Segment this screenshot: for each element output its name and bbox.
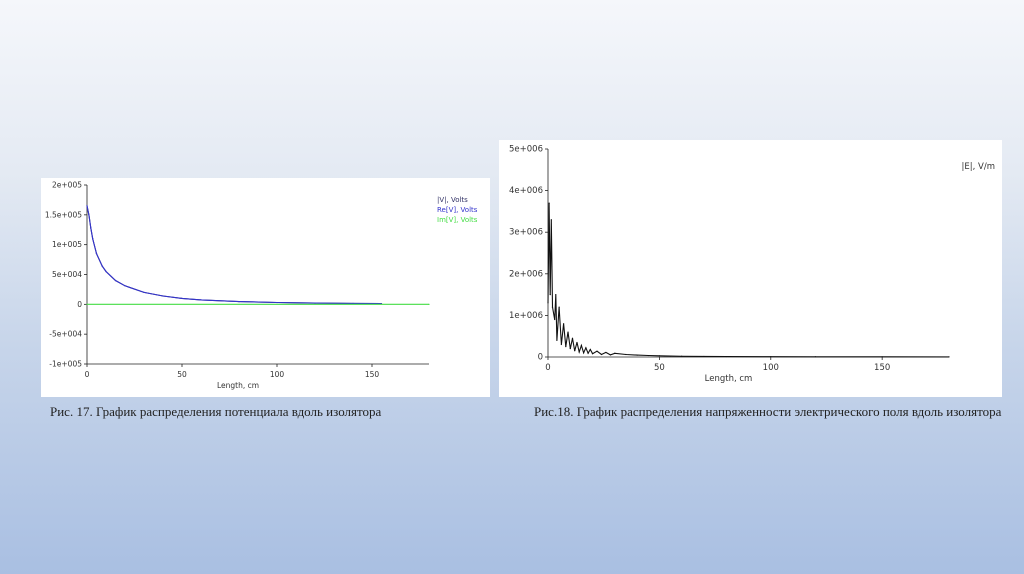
legend-entry-2: Re[V], Volts [437,206,478,214]
data-point [276,301,278,304]
series-line-1 [86,205,382,305]
y-tick-label: -5e+004 [49,330,82,339]
figure-17-caption: Рис. 17. График распределения потенциала… [50,404,382,419]
data-point [669,355,672,357]
data-point [881,356,883,358]
data-point [625,353,627,356]
data-point [95,253,98,255]
y-tick-label: 0 [77,300,82,309]
x-tick-label: 50 [177,370,187,379]
data-point [428,303,430,305]
x-tick-label: 50 [654,363,665,373]
x-tick-label: 0 [85,370,90,379]
figure-18-caption: Рис.18. График распределения напряженнос… [534,404,1002,419]
x-axis-label: Length, cm [217,381,259,390]
data-point [703,355,705,358]
legend-entry-1: |V|, Volts [437,196,468,204]
data-point [181,297,183,299]
data-point [124,285,126,287]
data-point [547,302,549,304]
data-point [352,302,354,305]
data-point [92,238,94,240]
data-point [86,303,88,305]
y-tick-label: 1e+006 [509,311,543,321]
data-point [574,350,576,352]
data-point [560,343,562,346]
data-point [562,323,565,325]
data-point [569,348,571,350]
potential-chart: 2e+005 1.5e+005 1e+005 5e+004 0 -5e+004 -1e+00… [45,181,478,391]
data-point [587,352,589,354]
data-point [605,351,607,354]
data-point [583,352,585,354]
y-tick-label: 3e+006 [509,228,543,238]
series-line-1 [547,203,950,358]
data-point [90,227,92,229]
data-point [555,294,557,296]
data-point [576,341,578,344]
y-tick-label: 0 [538,353,543,363]
data-point [948,356,950,358]
field-chart-panel: 5e+006 4e+006 3e+006 2e+006 1e+006 0 0 50 100 150… [499,140,1002,397]
field-chart: 5e+006 4e+006 3e+006 2e+006 1e+006 00 50 100 150… [509,145,995,385]
series-line-2 [86,205,382,305]
data-point [578,351,580,353]
data-point [636,354,638,356]
data-point [596,350,598,352]
data-point [725,355,727,358]
data-point [567,331,569,333]
x-tick-label: 0 [545,363,550,373]
data-point [571,337,574,339]
x-tick-label: 150 [365,370,380,379]
y-tick-label: 4e+006 [509,186,543,196]
x-axis-label: Length, cm [705,374,753,384]
data-point [549,294,551,296]
data-point [589,348,591,351]
data-point [580,344,583,346]
data-point [770,356,772,358]
data-point [585,347,587,349]
data-point [114,279,117,282]
data-point [162,295,164,297]
legend-entry-1: |E|, V/m [962,162,995,172]
data-point [814,356,816,358]
x-tick-label: 100 [270,370,285,379]
data-point [614,352,616,354]
data-point [548,202,550,204]
data-point [101,265,103,267]
data-point [200,299,202,301]
data-point [681,355,683,357]
data-point [88,214,90,216]
data-point [550,219,552,221]
y-tick-label: 5e+006 [509,145,543,155]
data-point [554,318,556,321]
data-point [86,205,88,207]
y-tick-label: 5e+004 [52,270,82,279]
data-point [105,270,107,273]
y-tick-label: 2e+006 [509,269,543,279]
y-tick-label: 1.5e+005 [45,210,82,219]
data-point [658,355,660,357]
data-point [565,346,567,348]
data-point [556,339,558,341]
legend-entry-3: Im[V], Volts [437,216,478,224]
y-tick-label: -1e+005 [49,360,82,369]
potential-chart-panel: 2e+005 1.5e+005 1e+005 5e+004 0 -5e+004 -1e+00… [41,178,490,397]
data-point [609,354,611,356]
data-point [591,353,594,355]
data-point [238,301,240,303]
data-point [600,353,603,356]
data-point [314,302,316,304]
data-point [551,306,554,308]
x-tick-label: 100 [763,363,779,373]
data-point [647,354,649,357]
data-point [558,306,560,308]
y-tick-label: 2e+005 [52,181,82,190]
data-point [143,291,145,293]
y-tick-label: 1e+005 [52,240,82,249]
x-tick-label: 150 [874,363,890,373]
